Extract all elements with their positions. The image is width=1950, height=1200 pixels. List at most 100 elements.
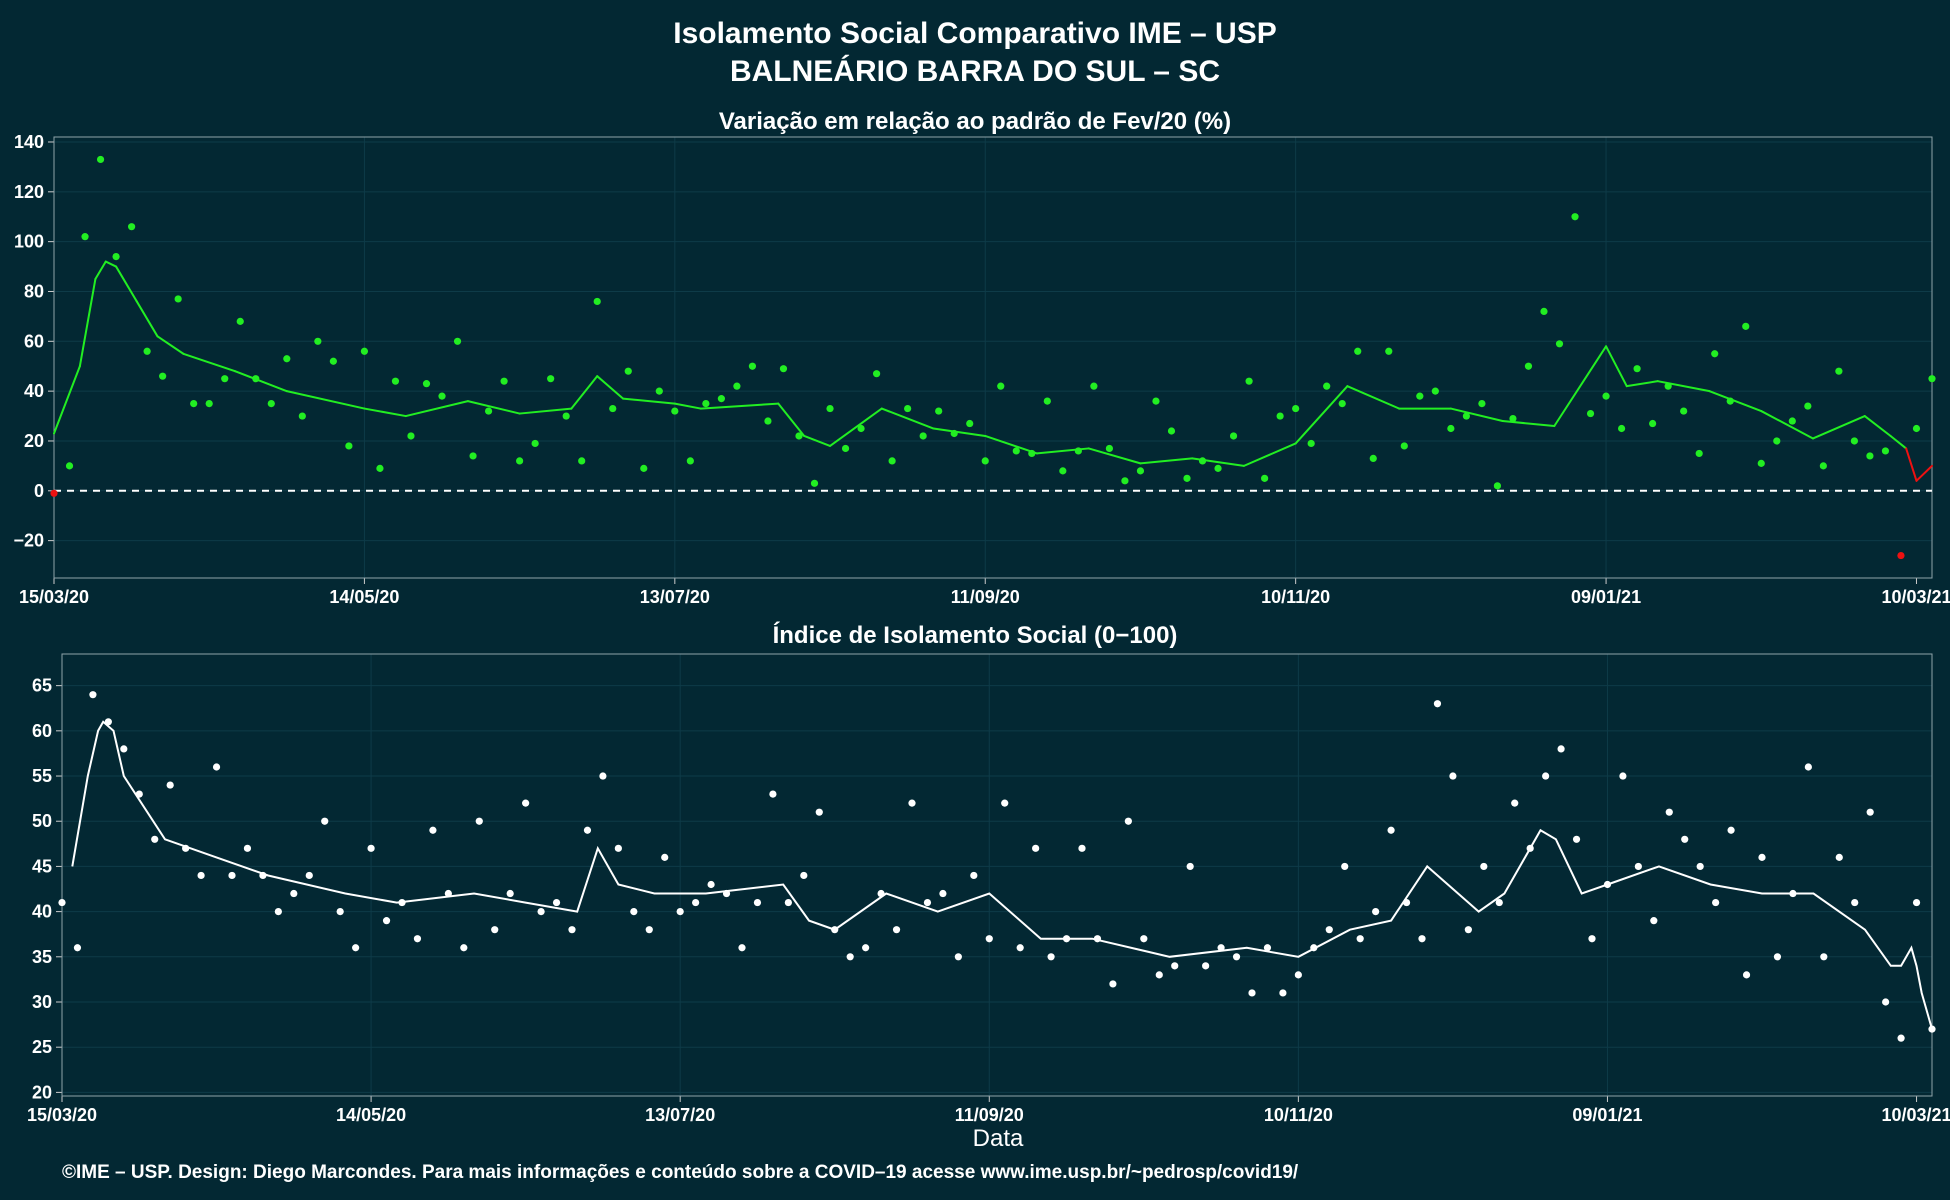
x-tick-label: 10/11/20 xyxy=(1264,1105,1333,1125)
y-tick-label: 50 xyxy=(32,811,52,831)
index-point xyxy=(274,908,282,916)
y-tick-label: 100 xyxy=(14,232,44,252)
index-point xyxy=(1202,962,1210,970)
index-point xyxy=(1588,935,1596,943)
index-point xyxy=(1248,989,1256,997)
index-point xyxy=(815,808,823,816)
index-point xyxy=(800,871,808,880)
index-point xyxy=(243,844,252,852)
index-point xyxy=(661,853,669,861)
variation-point xyxy=(1292,404,1300,413)
index-point xyxy=(753,898,762,907)
variation-point xyxy=(857,424,865,433)
y-tick-label: 140 xyxy=(14,132,44,152)
index-point xyxy=(1804,763,1812,771)
index-point xyxy=(1232,953,1241,961)
index-point xyxy=(1712,898,1720,907)
variation-point xyxy=(1416,392,1424,400)
index-point xyxy=(1650,917,1658,925)
x-tick-label: 14/05/20 xyxy=(336,1105,406,1125)
variation-point xyxy=(469,452,477,460)
moving-average-segment xyxy=(1708,390,1763,413)
figure-title: Isolamento Social Comparativo IME – USP xyxy=(673,17,1277,50)
variation-point xyxy=(221,375,229,383)
index-point xyxy=(1928,1025,1936,1033)
y-tick-label: 20 xyxy=(24,431,44,451)
index-point xyxy=(1542,772,1550,780)
index-point xyxy=(1681,835,1689,843)
index-point xyxy=(1217,944,1225,952)
index-point xyxy=(1603,880,1612,889)
index-point xyxy=(197,871,205,880)
variation-point xyxy=(1183,474,1191,482)
index-point xyxy=(151,835,159,843)
variation-point xyxy=(1152,397,1160,405)
index-point xyxy=(290,889,298,898)
index-point xyxy=(1758,853,1766,861)
index-point xyxy=(537,908,545,916)
variation-point xyxy=(578,457,586,465)
variation-point xyxy=(779,365,788,373)
index-point xyxy=(769,790,777,798)
moving-average-segment xyxy=(94,260,107,281)
variation-point xyxy=(1881,447,1890,455)
moving-average-segment xyxy=(1605,345,1628,388)
variation-point xyxy=(686,457,694,465)
moving-average-segment xyxy=(104,260,118,268)
variation-point xyxy=(252,375,260,383)
moving-average-segment xyxy=(1501,420,1556,428)
variation-point xyxy=(360,347,369,355)
index-point xyxy=(1078,844,1086,852)
moving-average-segment xyxy=(829,407,883,447)
moving-average-segment xyxy=(1889,434,1908,450)
variation-point xyxy=(1431,387,1439,395)
moving-average-segment xyxy=(135,300,159,338)
index-point xyxy=(491,926,499,934)
index-point xyxy=(475,817,483,825)
index-point xyxy=(1001,799,1009,807)
moving-average-segment xyxy=(1553,345,1608,428)
variation-point xyxy=(640,464,648,472)
x-tick-label: 11/09/20 xyxy=(951,587,1020,607)
variation-point xyxy=(1323,382,1331,390)
index-point xyxy=(1418,935,1426,943)
variation-point xyxy=(1726,397,1734,405)
y-tick-label: 20 xyxy=(32,1082,52,1102)
variation-point xyxy=(826,404,834,413)
variation-point xyxy=(1478,399,1486,408)
variation-point xyxy=(205,399,213,408)
moving-average-segment xyxy=(78,278,97,368)
variation-point xyxy=(1680,407,1688,415)
index-point xyxy=(367,844,375,852)
index-point xyxy=(1912,898,1921,907)
variation-point xyxy=(81,233,89,241)
index-point xyxy=(305,871,313,880)
index-point xyxy=(1572,835,1581,843)
x-tick-label: 15/03/20 xyxy=(27,1105,97,1125)
index-point xyxy=(614,844,622,852)
variation-point xyxy=(1649,419,1657,428)
index-point xyxy=(1464,926,1472,934)
isolation-index-chart-panel: Índice de Isolamento Social (0−100) 15/0… xyxy=(27,621,1950,1125)
variation-point xyxy=(593,297,601,306)
moving-average-segment xyxy=(984,434,1038,455)
index-point xyxy=(831,926,839,934)
variation-point xyxy=(1633,365,1641,373)
variation-point xyxy=(1571,213,1579,221)
x-tick-label: 09/01/21 xyxy=(1571,587,1641,607)
variation-point xyxy=(1400,442,1408,450)
moving-average-segment xyxy=(570,375,599,410)
index-point xyxy=(1511,799,1519,807)
variation-point xyxy=(50,489,58,497)
x-tick-label: 11/09/20 xyxy=(955,1105,1024,1125)
variation-point xyxy=(1059,467,1067,475)
index-point xyxy=(1882,998,1890,1006)
index-point xyxy=(552,898,561,907)
moving-average-line xyxy=(71,720,1933,1030)
index-point xyxy=(336,908,344,916)
moving-average-segment xyxy=(699,402,780,410)
variation-chart-title: Variação em relação ao padrão de Fev/20 … xyxy=(719,108,1231,135)
index-point xyxy=(228,871,236,880)
index-point xyxy=(1032,844,1040,852)
